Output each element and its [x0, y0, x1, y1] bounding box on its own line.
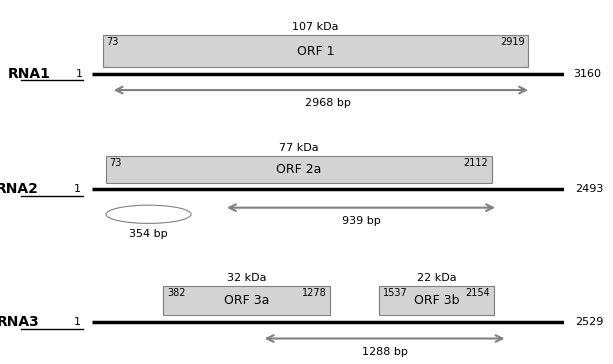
Text: 22 kDa: 22 kDa [417, 273, 456, 283]
Text: 1: 1 [74, 317, 81, 327]
Text: 1: 1 [74, 185, 80, 194]
Text: RNA1: RNA1 [7, 67, 50, 80]
Text: 32 kDa: 32 kDa [227, 273, 267, 283]
Text: 354 bp: 354 bp [129, 229, 168, 239]
Text: ORF 2a: ORF 2a [276, 163, 321, 176]
Text: RNA2: RNA2 [0, 182, 39, 197]
Text: ORF 1: ORF 1 [297, 45, 334, 58]
Text: 1278: 1278 [302, 288, 327, 298]
Text: 2493: 2493 [576, 185, 604, 194]
Text: 107 kDa: 107 kDa [292, 22, 338, 32]
Text: 2968 bp: 2968 bp [305, 98, 351, 108]
Ellipse shape [106, 205, 191, 223]
Text: 2919: 2919 [500, 37, 525, 47]
Text: 73: 73 [110, 158, 122, 168]
FancyBboxPatch shape [106, 156, 492, 183]
Text: 2112: 2112 [463, 158, 488, 168]
Text: 2529: 2529 [575, 317, 604, 327]
Text: 939 bp: 939 bp [341, 216, 381, 226]
Text: 1: 1 [76, 68, 83, 79]
Text: ORF 3a: ORF 3a [224, 294, 270, 307]
Text: 3160: 3160 [573, 68, 601, 79]
FancyBboxPatch shape [103, 35, 528, 67]
Text: RNA3: RNA3 [0, 315, 40, 329]
Text: 382: 382 [167, 288, 186, 298]
Text: 77 kDa: 77 kDa [279, 143, 319, 153]
FancyBboxPatch shape [163, 286, 330, 315]
Text: ORF 3b: ORF 3b [414, 294, 459, 307]
Text: 73: 73 [106, 37, 118, 47]
Text: 1288 bp: 1288 bp [362, 347, 408, 357]
Text: 2154: 2154 [465, 288, 490, 298]
Text: 1537: 1537 [383, 288, 407, 298]
FancyBboxPatch shape [379, 286, 494, 315]
